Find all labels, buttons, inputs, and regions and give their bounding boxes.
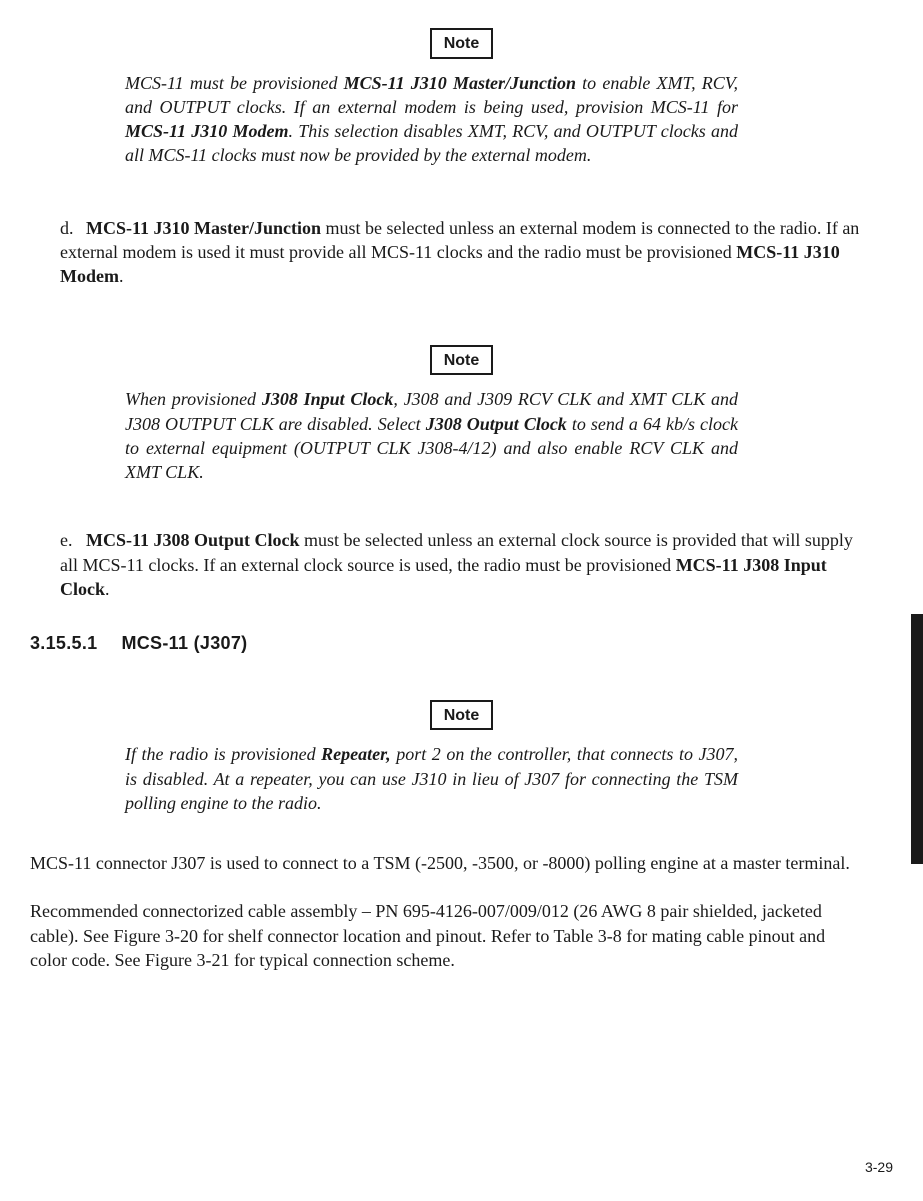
section-heading: 3.15.5.1 MCS-11 (J307) [30, 631, 893, 655]
note-1-label: Note [430, 28, 494, 59]
note-2-text-pre: When provisioned [125, 389, 262, 409]
list-item-d: d.MCS-11 J310 Master/Junction must be se… [60, 216, 865, 289]
marker-d: d. [60, 216, 86, 240]
item-e-bold-1: MCS-11 J308 Output Clock [86, 530, 300, 550]
marker-e: e. [60, 528, 86, 552]
section-number: 3.15.5.1 [30, 631, 97, 655]
paragraph-1: MCS-11 connector J307 is used to connect… [30, 851, 865, 875]
item-d-text-2: . [119, 266, 124, 286]
note-3-box-wrap: Note [30, 700, 893, 731]
note-3-body: If the radio is provisioned Repeater, po… [125, 742, 738, 815]
page-number: 3-29 [865, 1158, 893, 1177]
note-3-bold-1: Repeater, [321, 744, 391, 764]
list-item-e: e.MCS-11 J308 Output Clock must be selec… [60, 528, 865, 601]
note-1-bold-2: MCS-11 J310 Modem [125, 121, 288, 141]
item-e-text-2: . [105, 579, 110, 599]
note-1-text-pre: MCS-11 must be provisioned [125, 73, 344, 93]
note-1-bold-1: MCS-11 J310 Master/Junction [344, 73, 576, 93]
paragraph-2: Recommended connectorized cable assembly… [30, 899, 865, 972]
note-2-body: When provisioned J308 Input Clock, J308 … [125, 387, 738, 484]
note-2-bold-1: J308 Input Clock [262, 389, 394, 409]
note-3-text-pre: If the radio is provisioned [125, 744, 321, 764]
item-d-bold-1: MCS-11 J310 Master/Junction [86, 218, 321, 238]
page-container: Note MCS-11 must be provisioned MCS-11 J… [0, 0, 923, 1201]
note-1-box-wrap: Note [30, 28, 893, 59]
note-2-label: Note [430, 345, 494, 376]
note-2-bold-2: J308 Output Clock [426, 414, 567, 434]
note-2-box-wrap: Note [30, 345, 893, 376]
note-3-label: Note [430, 700, 494, 731]
section-title: MCS-11 (J307) [121, 633, 247, 653]
note-1-body: MCS-11 must be provisioned MCS-11 J310 M… [125, 71, 738, 168]
section-side-tab [911, 614, 923, 864]
